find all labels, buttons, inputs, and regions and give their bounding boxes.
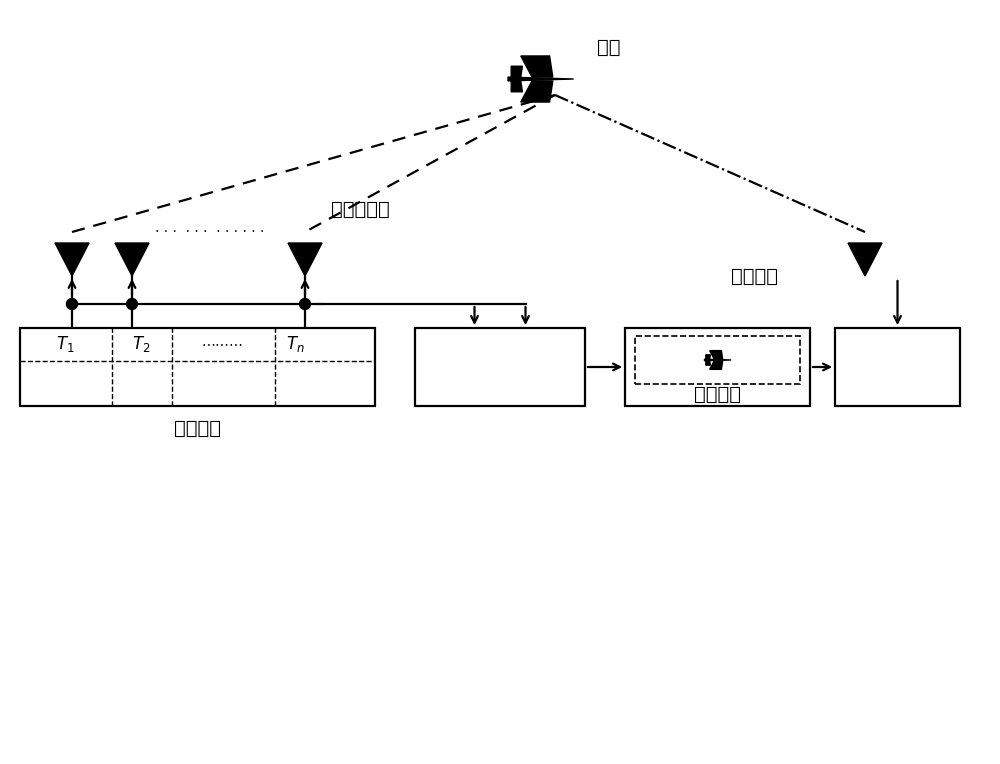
Bar <box>635 336 800 384</box>
Bar <box>625 328 810 406</box>
Polygon shape <box>55 243 89 276</box>
Circle shape <box>300 299 310 309</box>
Polygon shape <box>848 243 882 276</box>
Polygon shape <box>508 77 574 81</box>
Polygon shape <box>710 351 723 359</box>
Circle shape <box>66 299 78 309</box>
Text: $T_2$: $T_2$ <box>132 334 150 354</box>
Circle shape <box>126 299 138 309</box>
Polygon shape <box>511 81 522 92</box>
Bar <box>835 328 960 406</box>
Text: $T_n$: $T_n$ <box>286 334 304 354</box>
Text: $T_1$: $T_1$ <box>56 334 74 354</box>
Polygon shape <box>706 361 710 365</box>
Text: · · ·  · · ·  · · · · · ·: · · · · · · · · · · · · <box>155 225 265 239</box>
Bar <box>20 328 375 406</box>
Polygon shape <box>704 359 731 361</box>
Polygon shape <box>521 81 553 102</box>
Text: $\cdots\cdots\cdots$: $\cdots\cdots\cdots$ <box>201 337 243 351</box>
Polygon shape <box>115 243 149 276</box>
Polygon shape <box>521 56 553 77</box>
Text: 发射阵列: 发射阵列 <box>174 419 221 438</box>
Text: 目标回波: 目标回波 <box>732 267 778 286</box>
Polygon shape <box>511 66 522 77</box>
Bar <box>415 328 585 406</box>
Text: 微波远场
本地重构: 微波远场 本地重构 <box>477 345 524 390</box>
Text: 探测信号场: 探测信号场 <box>331 199 389 219</box>
Text: 接收: 接收 <box>886 358 909 377</box>
Polygon shape <box>706 354 710 359</box>
Polygon shape <box>288 243 322 276</box>
Polygon shape <box>710 361 723 369</box>
Text: 关联处理: 关联处理 <box>694 384 741 403</box>
Text: 目标: 目标 <box>597 37 620 57</box>
